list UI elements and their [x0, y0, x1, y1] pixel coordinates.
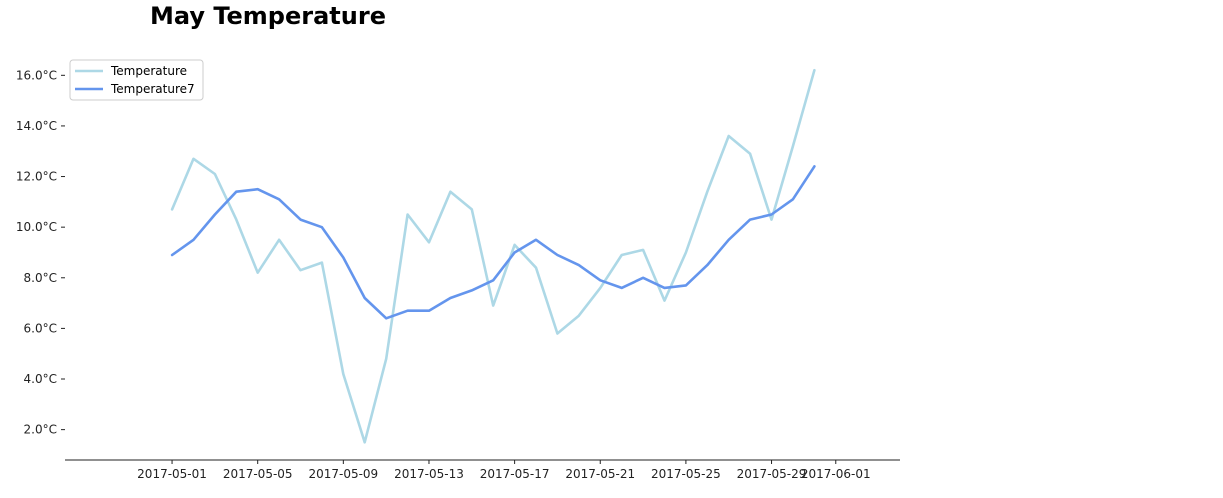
- series-line-temperature: [170, 68, 816, 444]
- y-tick-label: 6.0°C: [24, 321, 57, 335]
- y-tick-label: 16.0°C: [16, 68, 57, 82]
- x-tick-label: 2017-05-01: [137, 467, 207, 481]
- chart-title: May Temperature: [150, 2, 386, 30]
- x-tick-label: 2017-05-09: [308, 467, 378, 481]
- y-tick-label: 10.0°C: [16, 220, 57, 234]
- x-tick-label: 2017-05-05: [223, 467, 293, 481]
- series-line-temperature7: [170, 165, 816, 320]
- x-tick-label: 2017-05-29: [737, 467, 807, 481]
- y-tick-label: 8.0°C: [24, 271, 57, 285]
- x-tick-label: 2017-05-25: [651, 467, 721, 481]
- y-tick-label: 14.0°C: [16, 119, 57, 133]
- x-tick-label: 2017-06-01: [801, 467, 871, 481]
- y-tick-label: 12.0°C: [16, 170, 57, 184]
- x-tick-label: 2017-05-21: [565, 467, 635, 481]
- y-tick-label: 4.0°C: [24, 372, 57, 386]
- y-tick-label: 2.0°C: [24, 423, 57, 437]
- plot-area: [170, 68, 816, 444]
- legend-label: Temperature7: [110, 82, 195, 96]
- axes: 2.0°C 4.0°C 6.0°C 8.0°C 10.0°C 12.0°C 14.0°C 16…: [16, 50, 900, 481]
- legend-label: Temperature: [110, 64, 187, 78]
- x-tick-label: 2017-05-13: [394, 467, 464, 481]
- legend: Temperature Temperature7: [69, 59, 204, 101]
- legend-box: [69, 59, 204, 101]
- x-tick-label: 2017-05-17: [480, 467, 550, 481]
